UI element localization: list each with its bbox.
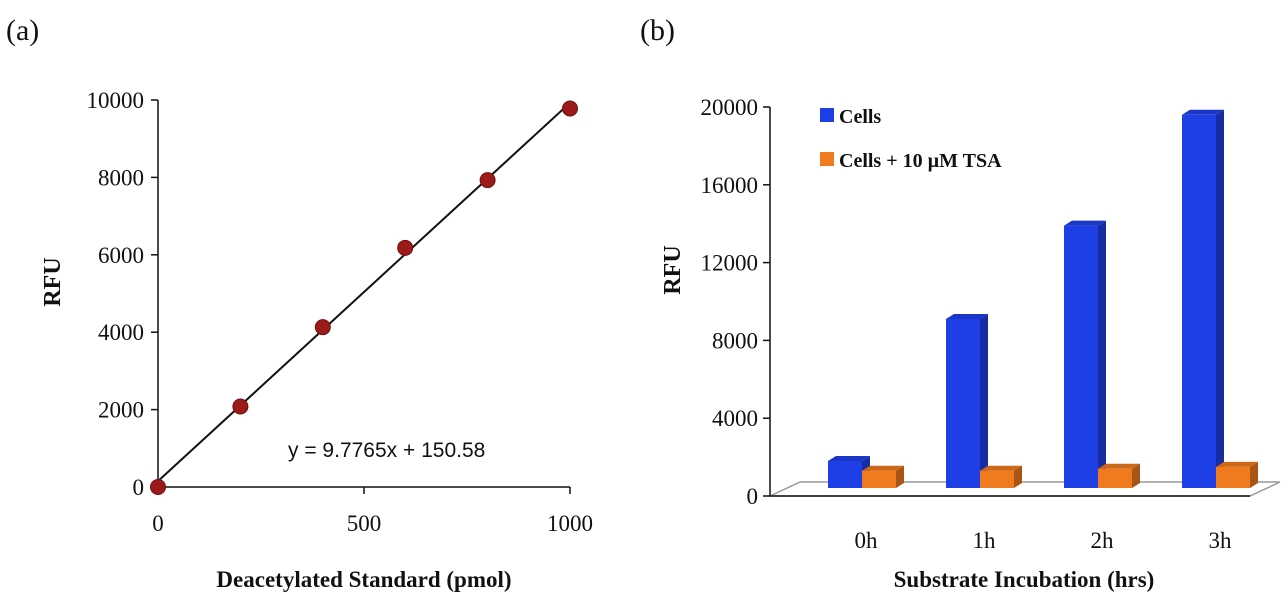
bar-2h-cells bbox=[1064, 220, 1106, 488]
scatter-x-axis-label: Deacetylated Standard (pmol) bbox=[216, 567, 511, 592]
scatter-axes bbox=[157, 100, 570, 488]
data-point-1 bbox=[232, 398, 249, 415]
legend: Cells Cells + 10 µM TSA bbox=[820, 106, 1002, 172]
y-tick-label: 0 bbox=[133, 475, 145, 500]
x-tick-label-2h: 2h bbox=[1091, 528, 1115, 553]
trendline bbox=[157, 102, 571, 482]
bar-0h-tsa bbox=[862, 465, 904, 488]
y-tick-label: 8000 bbox=[712, 328, 758, 353]
panel-a-label: (a) bbox=[6, 14, 39, 47]
bar-x-axis-label: Substrate Incubation (hrs) bbox=[894, 567, 1155, 592]
bar-series bbox=[828, 109, 1258, 488]
y-tick-label: 12000 bbox=[701, 251, 759, 276]
bar-1h-tsa bbox=[980, 465, 1022, 488]
y-tick-label: 8000 bbox=[98, 165, 144, 190]
legend-swatch-cells bbox=[820, 108, 834, 122]
bar-chart: 0 4000 8000 12000 16000 20000 0h 1h 2h 3h Cells … bbox=[660, 95, 1281, 592]
y-tick-label: 2000 bbox=[98, 398, 144, 423]
x-tick-label-0h: 0h bbox=[855, 528, 879, 553]
data-point-5 bbox=[562, 100, 578, 117]
legend-swatch-tsa bbox=[820, 152, 834, 166]
y-tick-label: 10000 bbox=[87, 88, 145, 113]
x-tick-label-1h: 1h bbox=[973, 528, 997, 553]
bar-y-axis-label: RFU bbox=[660, 245, 686, 294]
bar-3h-tsa bbox=[1216, 461, 1258, 488]
scatter-y-ticks: 0 2000 4000 6000 8000 10000 bbox=[87, 88, 158, 500]
scatter-chart: 0 2000 4000 6000 8000 10000 0 500 1000 y = 9.77… bbox=[40, 88, 593, 592]
data-point-4 bbox=[479, 172, 496, 189]
data-point-3 bbox=[397, 239, 414, 256]
y-tick-label: 20000 bbox=[701, 95, 759, 120]
y-tick-label: 16000 bbox=[701, 173, 759, 198]
bar-1h-cells bbox=[946, 314, 988, 488]
x-tick-label: 0 bbox=[152, 511, 164, 536]
trendline-equation: y = 9.7765x + 150.58 bbox=[288, 439, 485, 462]
scatter-points bbox=[150, 100, 578, 495]
scatter-y-axis-label: RFU bbox=[40, 257, 66, 306]
legend-label-tsa: Cells + 10 µM TSA bbox=[839, 150, 1002, 172]
bar-y-ticks: 0 4000 8000 12000 16000 20000 bbox=[701, 95, 770, 509]
panel-b-label: (b) bbox=[640, 14, 675, 47]
y-tick-label: 4000 bbox=[712, 406, 758, 431]
data-point-2 bbox=[314, 319, 331, 336]
scatter-x-ticks: 0 500 1000 bbox=[152, 487, 593, 536]
x-tick-label: 1000 bbox=[547, 511, 593, 536]
x-tick-label: 500 bbox=[347, 511, 382, 536]
bar-2h-tsa bbox=[1098, 463, 1140, 488]
bar-x-ticks: 0h 1h 2h 3h bbox=[855, 528, 1233, 553]
y-tick-label: 6000 bbox=[98, 243, 144, 268]
bar-3h-cells bbox=[1182, 109, 1224, 488]
legend-label-cells: Cells bbox=[839, 106, 881, 128]
data-point-0 bbox=[150, 479, 166, 495]
y-tick-label: 0 bbox=[747, 484, 759, 509]
y-tick-label: 4000 bbox=[98, 320, 144, 345]
x-tick-label-3h: 3h bbox=[1209, 528, 1233, 553]
